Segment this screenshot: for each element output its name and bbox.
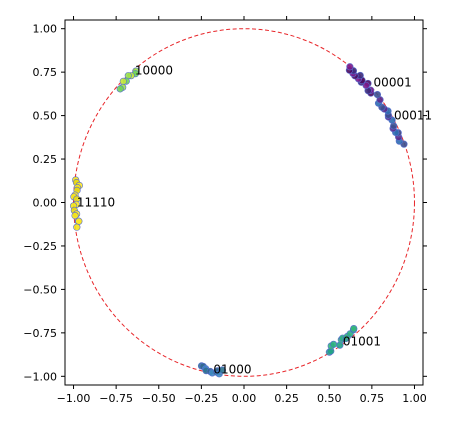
data-point — [73, 223, 81, 231]
y-tick-label: −0.75 — [23, 327, 57, 340]
cluster-label: 11110 — [77, 196, 115, 210]
cluster-label: 00001 — [374, 76, 412, 90]
x-tick-label: 0.50 — [317, 392, 342, 405]
cluster-label: 00011 — [394, 109, 432, 123]
cluster-label: 01000 — [213, 362, 251, 376]
data-point — [75, 217, 83, 225]
x-tick-label: −0.75 — [99, 392, 133, 405]
plot-area — [70, 28, 415, 378]
x-tick-label: 0.00 — [232, 392, 257, 405]
y-tick-label: 0.25 — [33, 153, 58, 166]
x-tick-label: −1.00 — [57, 392, 91, 405]
axis-ticks: −1.00 −0.75 −0.50 −0.25 0.00 0.25 0.50 0.75 1.00… — [23, 16, 427, 405]
cluster-label: 01001 — [343, 335, 381, 349]
annotation-labels: 10000 00001 00011 11110 01001 01000 — [77, 63, 432, 376]
cluster-label: 10000 — [135, 63, 173, 77]
data-point — [350, 324, 358, 333]
x-tick-label: −0.50 — [142, 392, 176, 405]
y-tick-label: −1.00 — [23, 370, 57, 383]
data-point — [373, 90, 382, 99]
y-tick-label: −0.50 — [23, 283, 57, 296]
data-point — [119, 77, 127, 85]
y-tick-label: 1.00 — [33, 23, 58, 36]
data-point — [346, 63, 354, 71]
data-point — [116, 85, 124, 93]
y-tick-label: 0.75 — [33, 66, 58, 79]
x-tick-label: 0.75 — [360, 392, 385, 405]
y-tick-label: 0.00 — [33, 197, 58, 210]
data-point — [218, 366, 226, 374]
x-tick-label: 1.00 — [402, 392, 427, 405]
y-tick-label: 0.50 — [33, 110, 58, 123]
y-tick-label: −0.25 — [23, 240, 57, 253]
data-point — [71, 212, 79, 220]
x-tick-label: 0.25 — [274, 392, 299, 405]
x-tick-label: −0.25 — [185, 392, 219, 405]
data-point — [329, 340, 338, 348]
